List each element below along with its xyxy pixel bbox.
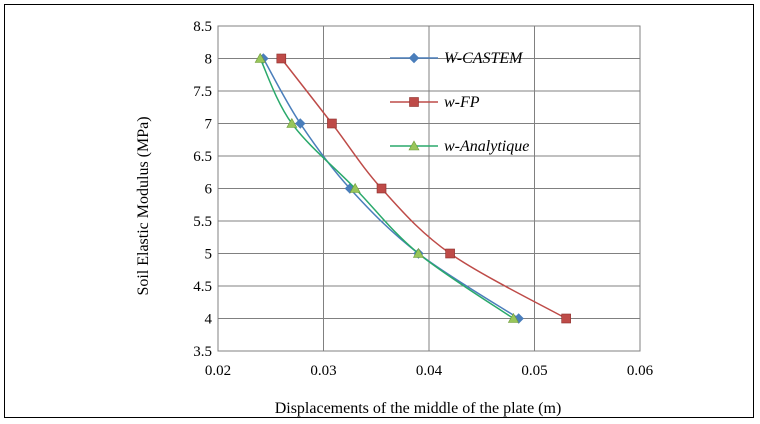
data-point [507,312,519,323]
legend-label: W-CASTEM [444,50,524,67]
y-tick-label: 3.5 [193,344,212,360]
x-tick-label: 0.05 [521,363,547,379]
data-point [445,248,455,259]
chart-frame [4,4,754,418]
legend-marker [408,140,420,151]
legend-marker [409,97,419,107]
y-tick-label: 6 [205,182,213,198]
legend-label: w-Analytique [444,138,529,155]
y-tick-label: 6.5 [193,149,212,165]
y-tick-label: 7 [205,117,213,133]
data-point [349,182,361,193]
series-layer [254,52,571,324]
y-tick-label: 4 [205,312,213,328]
y-tick-label: 4.5 [193,279,212,295]
data-point [254,52,266,63]
x-tick-label: 0.03 [310,363,336,379]
x-tick-label: 0.02 [205,363,231,379]
series-w-analytique [254,52,519,323]
legend-marker [408,52,420,64]
data-point [327,118,337,129]
legend-item: W-CASTEM [390,50,524,67]
data-point [376,183,387,194]
x-axis-title: Displacements of the middle of the plate… [275,400,562,417]
tick-layer: 3.5 4 4.5 5 5.5 6 6.5 7 7.5 8 8.5 0.02 0.03 0.04 0.05 0… [193,19,653,379]
y-axis-title: Soil Elastic Modulus (MPa) [135,116,152,295]
plot-area-border [217,25,641,352]
legend-label: w-FP [444,94,480,111]
data-point [286,117,298,128]
legend-item: w-FP [390,94,480,111]
y-tick-label: 8.5 [193,19,212,35]
grid-layer [217,25,641,352]
series-w-fp [276,53,571,324]
y-tick-label: 7.5 [193,84,212,100]
y-tick-label: 8 [205,52,213,68]
data-point [561,313,571,324]
y-tick-label: 5.5 [193,214,212,230]
y-tick-label: 5 [205,247,213,263]
x-tick-label: 0.04 [416,363,443,379]
data-point [276,53,287,64]
legend: W-CASTEM w-FP w-Analytique [390,50,529,155]
x-tick-label: 0.06 [627,363,654,379]
data-point [295,118,306,129]
legend-item: w-Analytique [390,138,529,155]
data-point [412,247,424,258]
